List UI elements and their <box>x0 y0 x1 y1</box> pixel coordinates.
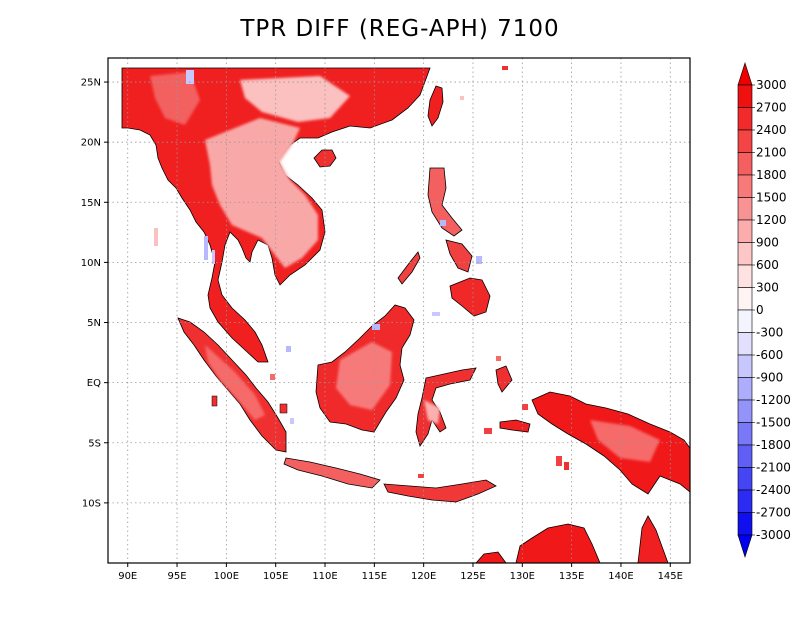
y-tick-label: 5S <box>88 438 101 449</box>
region-halmahera <box>495 365 513 393</box>
colorbar: 30002700240021001800150012009006003000-3… <box>737 62 791 558</box>
colorbar-swatch <box>737 332 753 356</box>
colorbar-label: 1800 <box>756 168 787 182</box>
colorbar-extend-top <box>737 62 753 86</box>
colorbar-label: 600 <box>756 258 779 272</box>
colorbar-label: 300 <box>756 281 779 295</box>
colorbar-swatch <box>737 489 753 513</box>
plot-frame <box>107 57 691 564</box>
region-australia <box>515 523 601 563</box>
x-tick-label: 125E <box>460 571 485 582</box>
y-tick-label: 10N <box>81 258 101 269</box>
colorbar-swatch <box>737 129 753 153</box>
colorbar-label: -300 <box>756 326 783 340</box>
y-axis: 25N 20N 15N 10N 5N EQ 5S 10S <box>81 78 108 509</box>
y-tick-label: EQ <box>87 378 101 389</box>
y-tick-label: 10S <box>82 498 101 509</box>
colorbar-swatch <box>737 152 753 176</box>
region-philippines-mindanao <box>449 277 491 317</box>
colorbar-swatch <box>737 197 753 221</box>
map-title: TPR DIFF (REG-APH) 7100 <box>240 16 560 42</box>
colorbar-swatch <box>737 444 753 468</box>
x-tick-label: 140E <box>608 571 633 582</box>
colorbar-label: -600 <box>756 348 783 362</box>
x-tick-label: 145E <box>658 571 683 582</box>
region-arnhem <box>475 551 507 563</box>
colorbar-swatch <box>737 287 753 311</box>
colorbar-label: -1500 <box>756 416 791 430</box>
x-tick-label: 135E <box>559 571 584 582</box>
region-philippines-visayas <box>445 239 473 273</box>
colorbar-swatch <box>737 422 753 446</box>
y-tick-label: 5N <box>87 318 101 329</box>
colorbar-label: -900 <box>756 371 783 385</box>
x-tick-label: 120E <box>411 571 436 582</box>
x-tick-label: 100E <box>214 571 239 582</box>
colorbar-swatch <box>737 467 753 491</box>
colorbar-label: 900 <box>756 236 779 250</box>
x-tick-label: 105E <box>263 571 288 582</box>
region-philippines-luzon <box>427 167 463 237</box>
colorbar-extend-bottom <box>737 534 753 558</box>
colorbar-swatch <box>737 512 753 536</box>
colorbar-label: -2100 <box>756 461 791 475</box>
colorbar-label: 2700 <box>756 101 787 115</box>
x-tick-label: 110E <box>312 571 337 582</box>
colorbar-label: -1200 <box>756 393 791 407</box>
colorbar-swatch <box>737 84 753 108</box>
colorbar-swatch <box>737 309 753 333</box>
neg-myanmar <box>204 236 208 260</box>
region-java <box>283 457 381 489</box>
colorbar-swatch <box>737 377 753 401</box>
colorbar-label: 2100 <box>756 146 787 160</box>
colorbar-label: 2400 <box>756 123 787 137</box>
region-palawan <box>397 251 421 285</box>
colorbar-swatch <box>737 399 753 423</box>
colorbar-label: 3000 <box>756 78 787 92</box>
x-tick-label: 95E <box>168 571 187 582</box>
region-taiwan <box>427 85 444 127</box>
y-tick-label: 25N <box>81 78 101 89</box>
grid <box>108 58 690 563</box>
colorbar-swatch <box>737 354 753 378</box>
colorbar-label: 1200 <box>756 213 787 227</box>
colorbar-swatch <box>737 242 753 266</box>
region-lesser-sunda <box>383 479 497 503</box>
y-tick-label: 20N <box>81 138 101 149</box>
region-sulawesi <box>415 367 477 447</box>
x-tick-label: 90E <box>118 571 137 582</box>
x-tick-label: 115E <box>362 571 387 582</box>
colorbar-label: -1800 <box>756 438 791 452</box>
colorbar-swatch <box>737 264 753 288</box>
colorbar-label: -3000 <box>756 528 791 542</box>
x-tick-label: 130E <box>510 571 535 582</box>
y-tick-label: 15N <box>81 198 101 209</box>
colorbar-label: 1500 <box>756 191 787 205</box>
colorbar-swatch <box>737 219 753 243</box>
x-axis: 90E 95E 100E 105E 110E 115E 120E 125E 130E 135E 14… <box>118 563 683 582</box>
colorbar-swatch <box>737 107 753 131</box>
colorbar-label: -2400 <box>756 483 791 497</box>
region-cape-york <box>637 515 669 563</box>
heatmap-layer <box>121 66 690 563</box>
colorbar-label: 0 <box>756 303 764 317</box>
colorbar-label: -2700 <box>756 506 791 520</box>
colorbar-swatch <box>737 174 753 198</box>
region-indochina-interior <box>205 118 318 268</box>
